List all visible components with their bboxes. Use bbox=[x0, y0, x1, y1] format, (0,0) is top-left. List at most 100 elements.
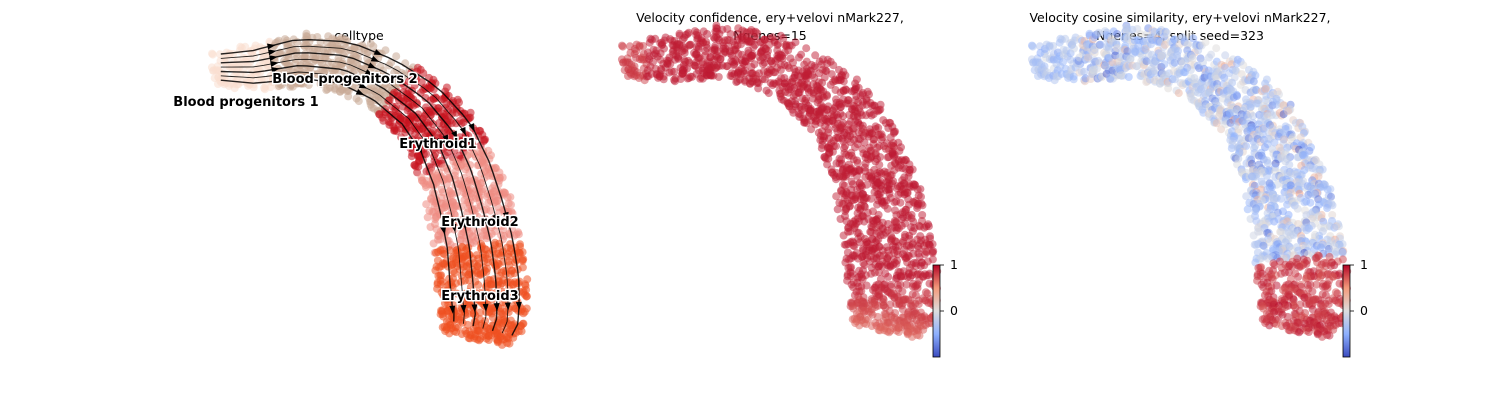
panel-2-title-line-1: Velocity confidence, ery+velovi nMark227… bbox=[636, 10, 904, 25]
cell-point bbox=[443, 167, 452, 175]
cell-point bbox=[753, 29, 762, 38]
cell-point bbox=[1233, 92, 1241, 101]
cell-point bbox=[1306, 198, 1315, 207]
cell-point bbox=[354, 97, 363, 106]
cell-point bbox=[802, 44, 811, 53]
cell-point bbox=[1277, 269, 1286, 278]
cell-point bbox=[849, 241, 858, 250]
cell-point bbox=[410, 116, 419, 125]
colorbar: 1 0 bbox=[1342, 257, 1368, 358]
cell-point bbox=[1334, 222, 1343, 231]
cell-point bbox=[1261, 319, 1270, 328]
cell-point bbox=[474, 280, 483, 289]
cell-point bbox=[407, 152, 416, 161]
cell-point bbox=[874, 326, 883, 335]
cell-point bbox=[429, 120, 438, 129]
cell-point bbox=[297, 79, 305, 87]
cell-point bbox=[498, 340, 507, 349]
cell-point bbox=[839, 77, 848, 86]
cluster-label: Erythroid3 bbox=[441, 289, 518, 304]
cell-point bbox=[1326, 262, 1335, 271]
cell-point bbox=[714, 73, 723, 81]
colorbar-tick-label: 0 bbox=[950, 303, 958, 318]
cell-point bbox=[518, 256, 527, 265]
cell-point bbox=[506, 270, 515, 279]
cell-point bbox=[385, 96, 394, 105]
cell-point bbox=[519, 309, 528, 318]
cell-point bbox=[1293, 204, 1302, 213]
cell-point bbox=[867, 194, 875, 203]
cell-point bbox=[482, 234, 491, 243]
cell-point bbox=[422, 200, 431, 209]
cell-point bbox=[764, 89, 773, 98]
cell-point bbox=[1284, 107, 1293, 116]
cell-point bbox=[1090, 48, 1099, 57]
cell-point bbox=[1259, 241, 1268, 250]
cell-point bbox=[1261, 85, 1270, 93]
cell-point bbox=[867, 269, 876, 278]
cluster-label: Blood progenitors 1 bbox=[173, 95, 318, 110]
cell-point bbox=[250, 52, 258, 61]
cell-point bbox=[522, 292, 531, 301]
cell-point bbox=[437, 262, 446, 271]
cell-point bbox=[1158, 50, 1167, 59]
cell-point bbox=[508, 219, 517, 227]
cell-point bbox=[691, 62, 700, 70]
cell-point bbox=[263, 61, 272, 70]
cell-point bbox=[1212, 44, 1221, 53]
cell-point bbox=[322, 86, 331, 95]
cell-point bbox=[896, 198, 905, 207]
cell-point bbox=[344, 92, 353, 101]
cell-point bbox=[842, 205, 850, 214]
cell-point bbox=[791, 38, 800, 47]
cell-point bbox=[381, 46, 390, 55]
colorbar-gradient bbox=[932, 264, 941, 358]
cell-point bbox=[429, 239, 438, 248]
cell-point bbox=[795, 53, 803, 62]
cell-point bbox=[884, 272, 893, 281]
cell-point bbox=[392, 127, 401, 136]
celltype-points bbox=[207, 29, 532, 349]
cell-point bbox=[1205, 53, 1213, 62]
cell-point bbox=[732, 78, 741, 87]
colorbar-tick-label: 1 bbox=[1360, 257, 1368, 272]
cell-point bbox=[503, 193, 512, 202]
cell-point bbox=[464, 334, 473, 343]
panel-velocity-cosine-similarity: Velocity cosine similarity, ery+velovi n… bbox=[1027, 10, 1368, 358]
cell-point bbox=[304, 81, 313, 89]
cell-point bbox=[842, 240, 850, 249]
cell-point bbox=[874, 107, 883, 116]
cell-point bbox=[918, 201, 927, 210]
cell-point bbox=[885, 328, 894, 337]
cell-point bbox=[1249, 77, 1258, 86]
cell-point bbox=[331, 74, 340, 83]
cell-point bbox=[851, 85, 860, 93]
panel-velocity-confidence: Velocity confidence, ery+velovi nMark227… bbox=[617, 10, 958, 358]
cell-point bbox=[475, 336, 484, 345]
cell-point bbox=[1328, 201, 1337, 210]
cell-point bbox=[441, 327, 450, 336]
cell-point bbox=[507, 200, 515, 209]
cell-point bbox=[839, 231, 848, 240]
cell-point bbox=[660, 44, 668, 53]
cell-point bbox=[497, 251, 505, 260]
cell-point bbox=[894, 328, 903, 336]
cell-point bbox=[1295, 328, 1304, 337]
cell-point bbox=[432, 213, 440, 222]
cell-point bbox=[208, 50, 217, 59]
cell-point bbox=[1174, 89, 1183, 98]
cell-point bbox=[439, 249, 448, 258]
cell-point bbox=[432, 248, 440, 257]
cell-point bbox=[702, 37, 710, 46]
cell-point bbox=[916, 262, 925, 271]
cell-point bbox=[1142, 78, 1151, 87]
cell-point bbox=[392, 52, 401, 61]
cell-point bbox=[484, 336, 493, 344]
cell-point bbox=[924, 222, 933, 231]
cell-point bbox=[885, 262, 894, 271]
cell-point bbox=[514, 230, 523, 239]
colorbar-tick-label: 1 bbox=[950, 257, 958, 272]
cell-point bbox=[1294, 272, 1303, 281]
